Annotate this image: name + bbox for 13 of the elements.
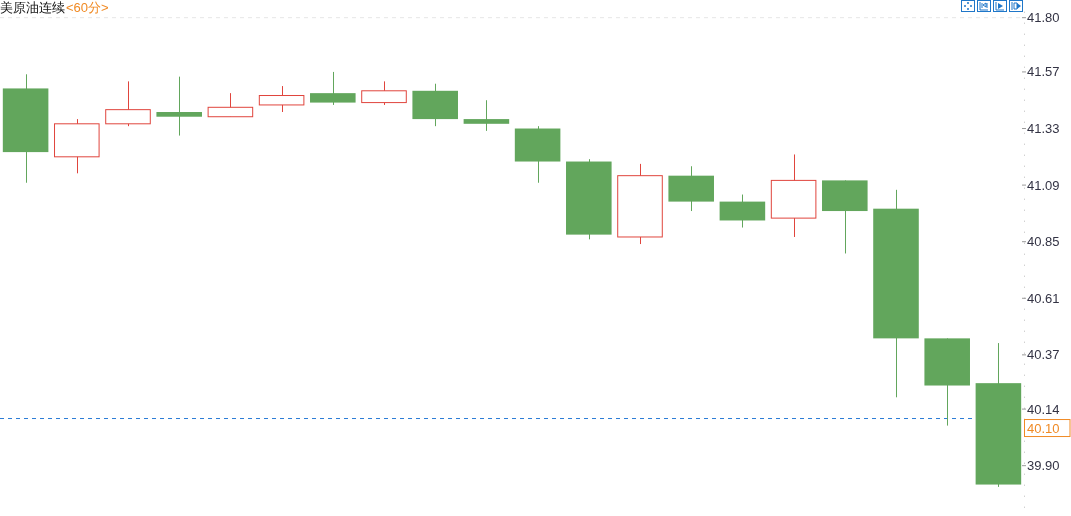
y-tick-label: 40.61 xyxy=(1027,290,1060,306)
y-tick-label: 40.14 xyxy=(1027,401,1060,417)
ref-line-label: 40.10 xyxy=(1027,420,1060,436)
y-tick-label: 41.57 xyxy=(1027,64,1060,80)
y-tick-label: 39.90 xyxy=(1027,458,1060,474)
chart-subtitle: <60分> xyxy=(66,0,109,15)
chart-title: 美原油连续 xyxy=(0,0,65,15)
y-tick-label: 40.85 xyxy=(1027,234,1060,250)
y-tick-label: 41.80 xyxy=(1027,10,1060,26)
y-tick-label: 41.33 xyxy=(1027,121,1060,137)
y-tick-label: 41.09 xyxy=(1027,177,1060,193)
ref-label: 40.10 xyxy=(1024,419,1071,438)
y-tick-label: 40.37 xyxy=(1027,347,1060,363)
